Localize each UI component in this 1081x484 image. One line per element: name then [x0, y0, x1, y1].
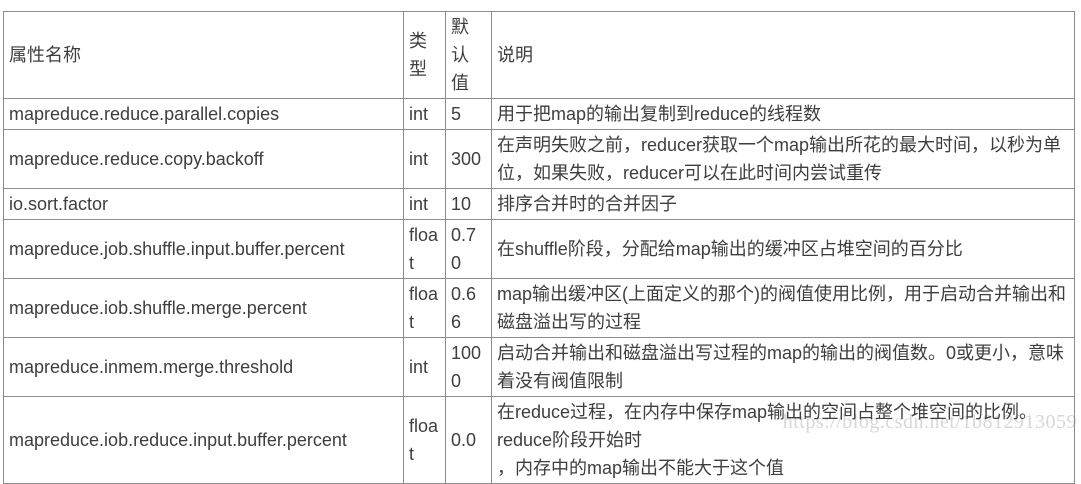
property-default-cell: 0.0 — [445, 396, 492, 484]
header-type: 类型 — [403, 11, 446, 99]
property-description-cell: 在shuffle阶段，分配给map输出的缓冲区占堆空间的百分比 — [491, 219, 1075, 279]
table-row: mapreduce.iob.shuffle.merge.percent floa… — [3, 278, 1075, 338]
header-default-value: 默认值 — [445, 11, 492, 99]
property-description-cell: 用于把map的输出复制到reduce的线程数 — [491, 98, 1075, 130]
property-name-cell: mapreduce.reduce.copy.backoff — [3, 129, 404, 189]
property-description-cell: 在reduce过程，在内存中保存map输出的空间占整个堆空间的比例。reduce… — [491, 396, 1075, 484]
property-type-cell: int — [403, 337, 446, 397]
property-default-cell: 0.70 — [445, 219, 492, 279]
property-type-cell: float — [403, 278, 446, 338]
property-description-cell: 启动合并输出和磁盘溢出写过程的map的输出的阀值数。0或更小，意味着没有阀值限制 — [491, 337, 1075, 397]
table-header: 属性名称 类型 默认值 说明 — [3, 11, 1075, 99]
property-default-cell: 5 — [445, 98, 492, 130]
property-description-cell: map输出缓冲区(上面定义的那个)的阀值使用比例，用于启动合并输出和磁盘溢出写的… — [491, 278, 1075, 338]
table-row: mapreduce.reduce.parallel.copies int 5 用… — [3, 98, 1075, 130]
table-row: mapreduce.inmem.merge.threshold int 1000… — [3, 337, 1075, 397]
property-default-cell: 10 — [445, 188, 492, 220]
header-property-name: 属性名称 — [3, 11, 404, 99]
property-description-cell: 排序合并时的合并因子 — [491, 188, 1075, 220]
table-row: mapreduce.job.shuffle.input.buffer.perce… — [3, 219, 1075, 279]
property-description-cell: 在声明失败之前，reducer获取一个map输出所花的最大时间，以秒为单位，如果… — [491, 129, 1075, 189]
table-row: mapreduce.iob.reduce.input.buffer.percen… — [3, 396, 1075, 484]
property-type-cell: float — [403, 219, 446, 279]
property-name-cell: io.sort.factor — [3, 188, 404, 220]
property-type-cell: int — [403, 188, 446, 220]
property-name-cell: mapreduce.inmem.merge.threshold — [3, 337, 404, 397]
header-description: 说明 — [491, 11, 1075, 99]
property-default-cell: 300 — [445, 129, 492, 189]
property-type-cell: float — [403, 396, 446, 484]
property-name-cell: mapreduce.job.shuffle.input.buffer.perce… — [3, 219, 404, 279]
properties-table: 属性名称 类型 默认值 说明 mapreduce.reduce.parallel… — [3, 11, 1075, 484]
property-name-cell: mapreduce.reduce.parallel.copies — [3, 98, 404, 130]
table-body: mapreduce.reduce.parallel.copies int 5 用… — [3, 98, 1075, 484]
property-type-cell: int — [403, 129, 446, 189]
property-default-cell: 0.66 — [445, 278, 492, 338]
property-default-cell: 1000 — [445, 337, 492, 397]
property-name-cell: mapreduce.iob.shuffle.merge.percent — [3, 278, 404, 338]
table-row: io.sort.factor int 10 排序合并时的合并因子 — [3, 188, 1075, 220]
table-row: mapreduce.reduce.copy.backoff int 300 在声… — [3, 129, 1075, 189]
property-name-cell: mapreduce.iob.reduce.input.buffer.percen… — [3, 396, 404, 484]
header-row: 属性名称 类型 默认值 说明 — [3, 11, 1075, 99]
property-type-cell: int — [403, 98, 446, 130]
